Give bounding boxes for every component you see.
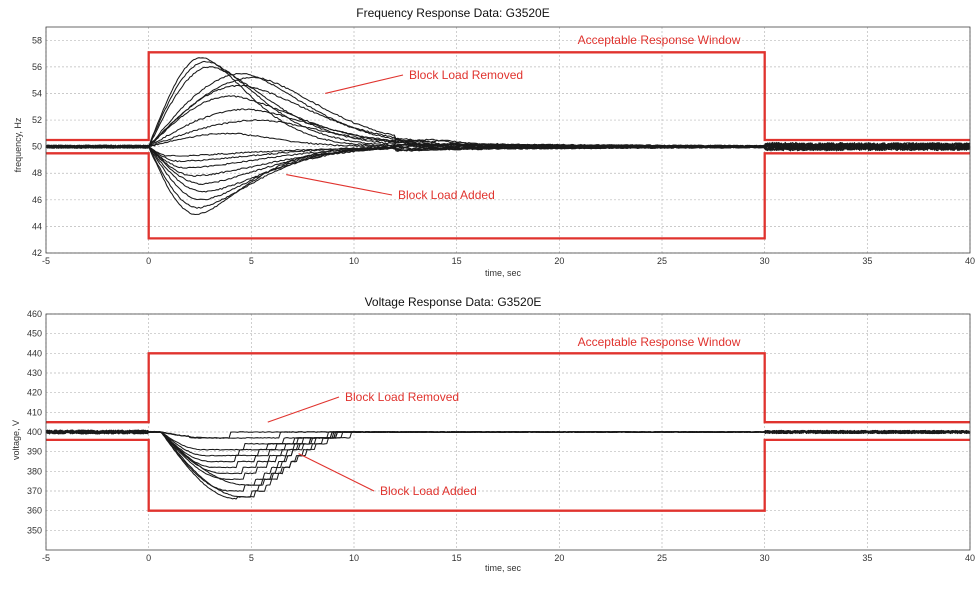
voltage-chart: -5 0 5 10 15 20 25 30 35 40 350 360 370 380 390 400 410 4… [11,295,975,573]
frequency-axes-frame [45,26,971,254]
voltage-annotation-leader [298,453,375,492]
voltage-removed-label: Block Load Removed [345,390,459,404]
voltage-window-lower [46,438,970,512]
voltage-y-tick-label: 440 [27,348,42,358]
frequency-x-tick-label: 0 [146,256,151,266]
voltage-x-tick-label: 5 [249,553,254,563]
voltage-x-tick-label: 0 [146,553,151,563]
frequency-y-tick-label: 52 [32,115,42,125]
frequency-x-tick-label: 20 [554,256,564,266]
frequency-x-tick-label: 5 [249,256,254,266]
frequency-removed-label: Block Load Removed [409,68,523,82]
voltage-traces [45,352,971,512]
voltage-y-tick-label: 460 [27,309,42,319]
frequency-annotation-leader [286,174,393,196]
frequency-y-tick-label: 56 [32,62,42,72]
frequency-traces [45,51,971,240]
voltage-trace-removed [46,429,971,439]
voltage-annotation-leader [267,396,340,423]
frequency-x-tick-label: 35 [862,256,872,266]
voltage-x-tick-label: 30 [760,553,770,563]
frequency-chart-ylabel: frequency, Hz [13,117,23,172]
voltage-window-label: Acceptable Response Window [578,335,741,349]
voltage-x-tick-label: -5 [42,553,50,563]
frequency-x-tick-label: -5 [42,256,50,266]
voltage-plot-area: -5 0 5 10 15 20 25 30 35 40 350 360 370 380 390 400 410 4… [27,309,975,563]
frequency-y-tick-label: 46 [32,195,42,205]
voltage-x-tick-label: 25 [657,553,667,563]
voltage-added-label: Block Load Added [380,484,477,498]
frequency-window-upper [46,51,970,142]
voltage-y-tick-label: 430 [27,368,42,378]
voltage-chart-xlabel: time, sec [485,563,522,573]
frequency-y-tick-label: 48 [32,168,42,178]
frequency-x-tick-label: 10 [349,256,359,266]
voltage-x-tick-label: 15 [452,553,462,563]
frequency-window-lower [46,152,970,240]
frequency-trace-added [45,142,971,157]
frequency-x-tick-label: 15 [452,256,462,266]
frequency-window-label: Acceptable Response Window [578,33,741,47]
voltage-y-tick-label: 360 [27,506,42,516]
voltage-chart-title: Voltage Response Data: G3520E [365,295,542,309]
frequency-x-tick-label: 25 [657,256,667,266]
frequency-chart: -5 0 5 10 15 20 25 30 35 40 42 44 46 48 50 52 54 56 58 Fre… [13,6,975,278]
voltage-chart-ylabel: voltage, V [11,420,21,460]
voltage-x-tick-label: 35 [862,553,872,563]
frequency-chart-title: Frequency Response Data: G3520E [356,6,549,20]
frequency-y-tick-label: 44 [32,221,42,231]
voltage-y-tick-label: 380 [27,466,42,476]
frequency-y-tick-label: 42 [32,248,42,258]
voltage-y-tick-label: 390 [27,447,42,457]
frequency-x-tick-label: 30 [760,256,770,266]
frequency-chart-xlabel: time, sec [485,268,522,278]
frequency-x-tick-label: 40 [965,256,975,266]
voltage-window-upper [46,352,970,424]
voltage-x-tick-label: 20 [554,553,564,563]
voltage-x-tick-label: 40 [965,553,975,563]
voltage-y-tick-label: 370 [27,486,42,496]
voltage-y-tick-label: 350 [27,525,42,535]
voltage-y-tick-label: 410 [27,407,42,417]
frequency-y-tick-label: 58 [32,35,42,45]
voltage-y-tick-label: 450 [27,329,42,339]
frequency-annotation-leader [325,74,404,95]
voltage-x-tick-label: 10 [349,553,359,563]
frequency-added-label: Block Load Added [398,188,495,202]
voltage-axes-frame [45,313,971,551]
frequency-trace-added [45,142,971,163]
voltage-y-tick-label: 420 [27,388,42,398]
frequency-y-tick-label: 50 [32,142,42,152]
frequency-y-tick-label: 54 [32,88,42,98]
voltage-y-tick-label: 400 [27,427,42,437]
